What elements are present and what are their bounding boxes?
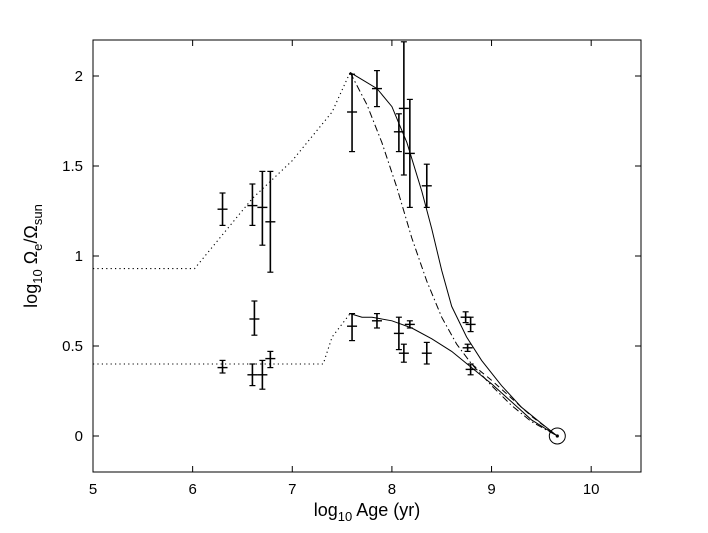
data-point <box>265 170 276 273</box>
model-curve-solid <box>349 71 558 437</box>
data-point <box>247 183 258 226</box>
data-point <box>393 316 404 351</box>
data-point <box>404 320 415 329</box>
data-point <box>371 69 382 108</box>
plot-frame <box>92 39 642 473</box>
data-point <box>465 363 476 376</box>
ticks-layer <box>92 40 641 472</box>
data-points <box>217 41 476 390</box>
data-point <box>257 170 268 246</box>
data-point <box>217 192 228 226</box>
x-tick-label: 10 <box>583 481 600 498</box>
model-curve-solid <box>349 313 558 437</box>
y-axis-label: log10 Ωe/Ωsun <box>21 204 45 308</box>
x-tick-label: 9 <box>487 481 495 498</box>
data-point <box>393 113 404 153</box>
data-point <box>421 163 432 208</box>
sun-symbol-dot <box>555 434 559 438</box>
data-point <box>421 341 432 365</box>
data-point <box>217 359 228 374</box>
model-curve-dashdot <box>349 72 558 437</box>
data-point <box>398 41 409 176</box>
data-point <box>265 350 276 369</box>
model-curve-dotted <box>93 72 351 270</box>
y-tick-label: 0.5 <box>62 338 83 355</box>
sun-symbol-ring <box>548 427 566 445</box>
data-point <box>462 343 473 352</box>
tick-labels-layer: 5 6 7 8 9 10 0 0.5 1 1.5 2 <box>62 68 599 498</box>
data-point <box>249 300 260 336</box>
data-point <box>371 313 382 329</box>
data-point <box>465 316 476 333</box>
data-point <box>257 359 268 390</box>
data-point <box>404 98 415 208</box>
x-tick-label: 8 <box>388 481 396 498</box>
x-tick-label: 6 <box>188 481 196 498</box>
sun-marker-layer <box>548 427 566 445</box>
data-point <box>247 363 258 387</box>
y-tick-label: 1.5 <box>62 158 83 175</box>
data-point <box>347 73 358 153</box>
x-tick-label: 5 <box>89 481 97 498</box>
model-curves <box>93 71 558 437</box>
x-tick-label: 7 <box>288 481 296 498</box>
y-tick-label: 2 <box>75 68 83 85</box>
x-axis-label: log10 Age (yr) <box>314 500 421 524</box>
data-point <box>347 313 358 342</box>
data-point <box>398 343 409 363</box>
model-curve-dotted <box>93 313 351 365</box>
model-curve-dashed <box>471 363 558 437</box>
y-tick-label: 1 <box>75 248 83 265</box>
y-tick-label: 0 <box>75 428 83 445</box>
